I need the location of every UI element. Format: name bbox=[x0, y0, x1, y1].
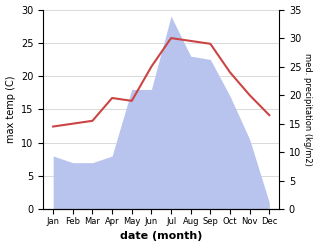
X-axis label: date (month): date (month) bbox=[120, 231, 203, 242]
Y-axis label: max temp (C): max temp (C) bbox=[5, 76, 16, 143]
Y-axis label: med. precipitation (kg/m2): med. precipitation (kg/m2) bbox=[303, 53, 313, 166]
